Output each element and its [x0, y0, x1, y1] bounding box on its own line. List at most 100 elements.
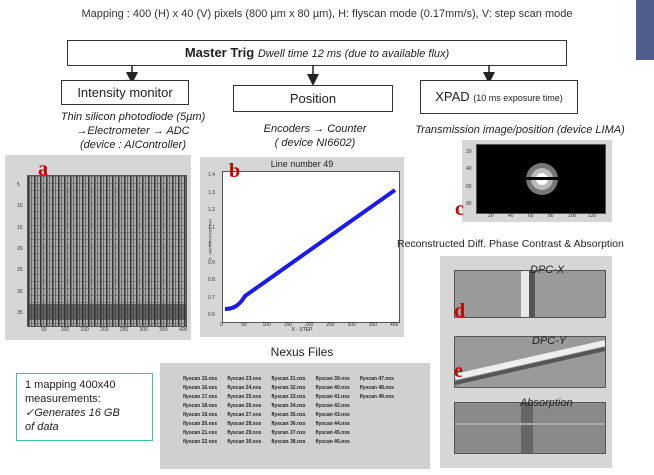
- panel-b-ytick: 0.9: [208, 259, 215, 266]
- panel-c-xtick: 100: [568, 213, 577, 219]
- nexus-file-name: flyscan 37.nxs: [271, 430, 306, 436]
- nexus-file-name: flyscan 33.nxs: [271, 394, 306, 400]
- panel-c: 20 40 60 80 100 120 20 40 60 80: [462, 140, 612, 222]
- mapping-description: Mapping : 400 (H) x 40 (V) pixels (800 µ…: [81, 8, 573, 20]
- position-curve: [224, 188, 397, 311]
- panel-d-plot: [454, 270, 606, 318]
- panel-b-xlabel: X - STEP: [291, 327, 313, 333]
- nexus-file-name: flyscan 28.nxs: [227, 421, 262, 427]
- nexus-file-name: [355, 420, 399, 429]
- label-b: b: [229, 160, 241, 182]
- summary-line3: ✓Generates 16 GB: [25, 407, 120, 419]
- nexus-file-name: flyscan 42.nxs: [315, 403, 350, 409]
- nexus-file-name: flyscan 25.nxs: [227, 394, 262, 400]
- nexus-file-name: [355, 411, 399, 420]
- xpad-title: XPAD: [435, 89, 470, 104]
- summary-line4: of data: [25, 421, 59, 433]
- panel-a-ytick: 30: [17, 288, 23, 295]
- panel-a-ytick: 20: [17, 246, 23, 252]
- absorption-image: [455, 403, 605, 453]
- nexus-file-name: flyscan 30.nxs: [227, 439, 262, 445]
- panel-b-xtick: 50: [241, 322, 247, 328]
- nexus-file-name: flyscan 40.nxs: [315, 385, 350, 391]
- nexus-file-name: [355, 429, 399, 438]
- panel-c-xtick: 20: [488, 213, 494, 219]
- nexus-file-name: flyscan 49.nxs: [359, 394, 394, 400]
- nexus-file-name: flyscan 34.nxs: [271, 403, 306, 409]
- panel-c-ytick: 60: [466, 183, 472, 190]
- nexus-file-name: flyscan 16.nxs: [183, 385, 218, 391]
- nexus-file-name: flyscan 39.nxs: [315, 376, 350, 382]
- absorption-plot: [454, 402, 606, 454]
- nexus-file-name: flyscan 27.nxs: [227, 412, 262, 418]
- panel-a-xtick: 150: [80, 327, 89, 333]
- nexus-file-name: flyscan 26.nxs: [227, 403, 262, 409]
- panel-b: Line number 49 X - STEP X - MOTOR POSITI…: [200, 157, 404, 337]
- nexus-file-row: flyscan 22.nxs flyscan 30.nxs flyscan 38.n…: [178, 438, 399, 447]
- nexus-file-name: flyscan 46.nxs: [315, 439, 350, 445]
- corner-tab: [636, 0, 654, 60]
- panel-c-xtick: 60: [528, 213, 534, 219]
- intensity-note-line3: (device : AIController): [80, 139, 186, 151]
- panel-c-xtick: 120: [588, 213, 597, 219]
- panel-a-image: [28, 176, 186, 326]
- nexus-file-name: flyscan 15.nxs: [183, 376, 218, 382]
- nexus-file-row: flyscan 17.nxs flyscan 25.nxs flyscan 33.n…: [178, 393, 399, 402]
- nexus-file-name: flyscan 17.nxs: [183, 394, 218, 400]
- panel-b-xtick: 300: [347, 322, 356, 328]
- panel-a-plot: [27, 175, 187, 327]
- panel-b-plot: [222, 171, 400, 323]
- summary-line2: measurements:: [25, 393, 101, 405]
- nexus-file-name: flyscan 29.nxs: [227, 430, 262, 436]
- position-note-line2: ( device NI6602): [274, 137, 356, 149]
- panel-c-image: [497, 163, 587, 195]
- panel-b-ytick: 0.6: [208, 312, 215, 318]
- panel-a-xtick: 50: [41, 327, 47, 333]
- panel-b-ytick: 1.2: [208, 207, 215, 213]
- nexus-file-name: flyscan 20.nxs: [183, 421, 218, 427]
- panel-a-xtick: 250: [119, 327, 129, 333]
- panel-b-title: Line number 49: [270, 159, 334, 169]
- panel-a-ytick: 5: [17, 182, 20, 188]
- nexus-file-name: flyscan 48.nxs: [359, 385, 394, 391]
- nexus-file-name: flyscan 19.nxs: [183, 412, 218, 418]
- label-a: a: [38, 158, 48, 180]
- nexus-file-name: [355, 402, 399, 411]
- summary-box: 1 mapping 400x40 measurements: ✓Generate…: [16, 373, 153, 441]
- absorption-title: Absorption: [520, 397, 573, 409]
- panel-c-xtick: 40: [508, 213, 514, 219]
- panel-a-xtick: 400: [179, 327, 188, 333]
- nexus-file-name: flyscan 43.nxs: [315, 412, 350, 418]
- panel-b-ytick: 1.1: [208, 224, 215, 231]
- panel-a-xtick: 200: [100, 327, 109, 333]
- label-d: d: [454, 300, 466, 322]
- panel-a-ytick: 15: [17, 224, 23, 231]
- master-trig-box: Master Trig Dwell time 12 ms (due to ava…: [67, 40, 567, 66]
- panel-b-xtick: 350: [368, 322, 378, 328]
- reconstructed-title: Reconstructed Diff. Phase Contrast & Abs…: [397, 238, 624, 250]
- intensity-monitor-box: Intensity monitor: [61, 80, 189, 105]
- panel-a-ytick: 35: [17, 310, 23, 316]
- nexus-file-name: flyscan 45.nxs: [315, 430, 350, 436]
- panel-b-xtick: 200: [305, 322, 314, 328]
- panel-b-ytick: 0.8: [208, 277, 215, 283]
- nexus-title: Nexus Files: [270, 345, 334, 359]
- nexus-file-name: flyscan 41.nxs: [315, 394, 350, 400]
- panel-a-xtick: 350: [159, 327, 168, 333]
- dpc-panel-group: DPC-X DPC-Y Absorption: [440, 256, 612, 468]
- summary-line1: 1 mapping 400x40: [25, 379, 116, 391]
- nexus-file-name: flyscan 36.nxs: [271, 421, 306, 427]
- nexus-file-name: flyscan 35.nxs: [271, 412, 306, 418]
- position-note-line1: Encoders → Counter: [263, 123, 367, 135]
- label-c: c: [455, 198, 464, 220]
- nexus-file-name: flyscan 24.nxs: [227, 385, 262, 391]
- nexus-file-name: flyscan 21.nxs: [183, 430, 218, 436]
- panel-a-ytick: 10: [17, 203, 23, 210]
- nexus-file-name: flyscan 38.nxs: [271, 439, 306, 445]
- panel-c-ytick: 80: [466, 201, 472, 207]
- nexus-file-row: flyscan 20.nxs flyscan 28.nxs flyscan 36.n…: [178, 420, 399, 429]
- nexus-file-row: flyscan 15.nxs flyscan 23.nxs flyscan 31.n…: [178, 375, 399, 384]
- panel-b-xtick: 400: [390, 322, 399, 328]
- nexus-files-panel: flyscan 15.nxs flyscan 23.nxs flyscan 31.n…: [160, 363, 430, 469]
- nexus-file-name: flyscan 32.nxs: [271, 385, 306, 391]
